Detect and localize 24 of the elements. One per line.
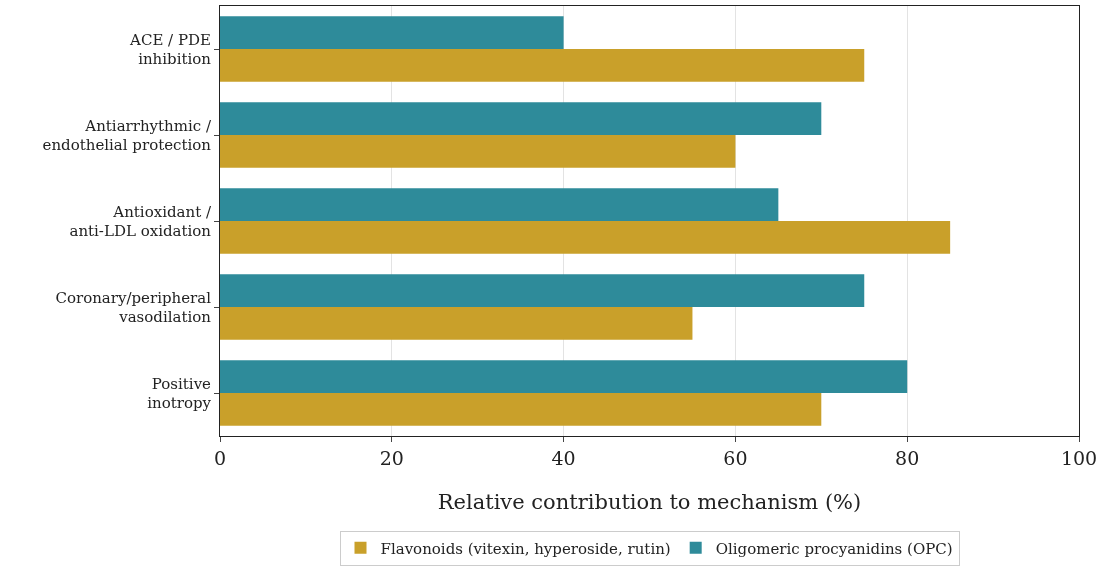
x-tick-label: 60 <box>723 446 748 469</box>
bar <box>220 221 951 254</box>
bar <box>220 188 779 221</box>
y-tick-label: Antiarrhythmic / endothelial protection <box>42 116 212 154</box>
x-tick-label: 100 <box>1060 446 1098 469</box>
x-axis-title: Relative contribution to mechanism (%) <box>437 490 862 514</box>
bar <box>220 307 693 340</box>
bar <box>220 360 908 393</box>
y-tick-label: Positive inotropy <box>147 374 212 412</box>
bar <box>220 135 736 168</box>
bar <box>220 393 822 426</box>
bar <box>220 274 865 307</box>
x-tick-label: 20 <box>379 446 404 469</box>
bar <box>220 102 822 135</box>
bar <box>220 49 865 82</box>
x-tick-label: 80 <box>895 446 920 469</box>
y-tick-label: Antioxidant / anti-LDL oxidation <box>69 202 212 240</box>
legend-label: Flavonoids (vitexin, hyperoside, rutin) <box>380 539 671 558</box>
legend-label: Oligomeric procyanidins (OPC) <box>715 539 953 558</box>
y-tick-label: ACE / PDE inhibition <box>129 30 212 68</box>
bar <box>220 16 564 49</box>
x-tick-label: 40 <box>551 446 576 469</box>
x-tick-label: 0 <box>213 446 227 469</box>
y-tick-label: Coronary/peripheral vasodilation <box>55 288 212 326</box>
